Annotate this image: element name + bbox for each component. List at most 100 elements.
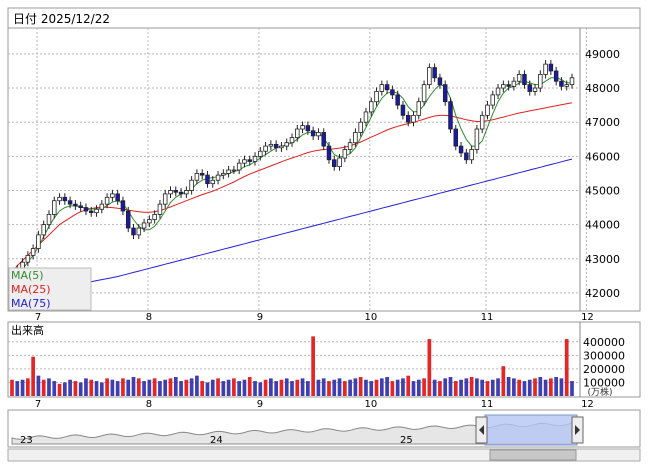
candle-body [226, 169, 231, 174]
candle-body [221, 173, 226, 176]
legend-ma75: MA(75) [11, 297, 51, 310]
volume-bar [41, 379, 46, 396]
volume-bar [279, 379, 284, 396]
price-month-axis: 7 8 9 10 11 12 [35, 312, 594, 323]
candle-body [495, 87, 501, 96]
volume-bar [253, 381, 257, 396]
volume-bar [52, 381, 57, 396]
volume-bar [401, 378, 405, 396]
volume-bar [321, 378, 326, 396]
navigator-year-labels: 23 24 25 [20, 435, 413, 446]
price-panel [7, 27, 641, 312]
volume-bar [332, 379, 337, 396]
candle-body [25, 254, 31, 263]
scrollbar-thumb[interactable] [489, 449, 577, 461]
candle-body [511, 80, 517, 87]
scrollbar-track[interactable] [7, 448, 641, 462]
volume-bar [480, 379, 485, 396]
navigator-left-handle[interactable] [475, 416, 488, 444]
volume-bar [300, 378, 305, 396]
candle-body [368, 101, 374, 113]
volume-bar [364, 379, 368, 396]
volume-bar [490, 379, 495, 396]
candle-body [152, 213, 157, 220]
volume-bar [131, 377, 136, 396]
candle-body [469, 149, 474, 161]
candle-body [41, 224, 46, 236]
volume-bar [57, 383, 62, 396]
volume-bar [10, 379, 14, 396]
candle-body [522, 73, 527, 86]
price-month-label: 10 [364, 312, 377, 323]
volume-bar [522, 381, 527, 396]
candle-body [390, 89, 395, 96]
candle-body [236, 162, 242, 171]
candle-body [199, 173, 205, 176]
ma25-path [11, 102, 573, 273]
volume-bar [438, 381, 442, 396]
volume-bar [406, 375, 411, 396]
volume-bar [20, 379, 25, 396]
volume-bar [538, 377, 543, 396]
volume-bar [559, 378, 564, 396]
price-grid [8, 28, 587, 311]
volume-bar [168, 378, 173, 396]
header-date-label: 日付 2025/12/22 [13, 12, 110, 26]
volume-bar [31, 356, 35, 396]
volume-bar [348, 379, 352, 396]
ma25-line [11, 102, 573, 273]
volume-bar [237, 381, 242, 396]
candle-body [279, 145, 284, 149]
volume-bar [47, 378, 51, 396]
navigator-year-label: 24 [210, 435, 223, 446]
candle-body [300, 125, 305, 130]
volume-month-label: 9 [257, 399, 263, 410]
volume-bar [533, 378, 537, 396]
volume-month-label: 12 [581, 399, 594, 410]
price-tick-label: 44000 [585, 219, 620, 232]
volume-tick-label: 300000 [583, 349, 625, 362]
candle-body [310, 130, 316, 137]
legend-ma25: MA(25) [11, 283, 51, 296]
candle-body [374, 91, 379, 103]
volume-bar [99, 382, 104, 396]
volume-bar [306, 381, 310, 396]
volume-bar [337, 378, 342, 396]
navigator-right-handle[interactable] [571, 416, 584, 444]
volume-month-axis: 7 8 9 10 11 12 [35, 399, 594, 410]
candle-body [538, 73, 543, 89]
candle-body [67, 200, 73, 205]
candle-body [168, 190, 173, 195]
candle-body [273, 143, 279, 149]
volume-bar [570, 381, 574, 396]
volume-bar [506, 377, 511, 396]
price-month-label: 11 [481, 312, 494, 323]
candle-body [215, 174, 221, 181]
candle-body [506, 84, 511, 87]
price-axis: 42000 43000 44000 45000 46000 47000 48000 49000 [579, 28, 620, 311]
volume-bar [485, 381, 490, 396]
volume-bar [242, 379, 247, 396]
candle-body [432, 67, 437, 79]
candle-body [242, 159, 247, 164]
volume-bar [142, 381, 146, 396]
volume-bar [475, 378, 479, 396]
volume-bar [311, 336, 315, 396]
candle-body [83, 207, 89, 212]
candle-body [125, 210, 131, 229]
volume-bar [501, 366, 506, 396]
volume-title: 出来高 [11, 323, 44, 337]
candle-body [437, 77, 443, 86]
candle-body [295, 128, 300, 138]
candle-body [194, 173, 200, 181]
candle-body [559, 80, 564, 87]
volume-bar [554, 377, 558, 396]
volume-bar [342, 381, 347, 396]
volume-month-label: 11 [481, 399, 494, 410]
navigator-selection[interactable] [484, 414, 578, 446]
candle-body [527, 84, 532, 92]
volume-bar [517, 379, 522, 396]
volume-bar [427, 339, 432, 396]
